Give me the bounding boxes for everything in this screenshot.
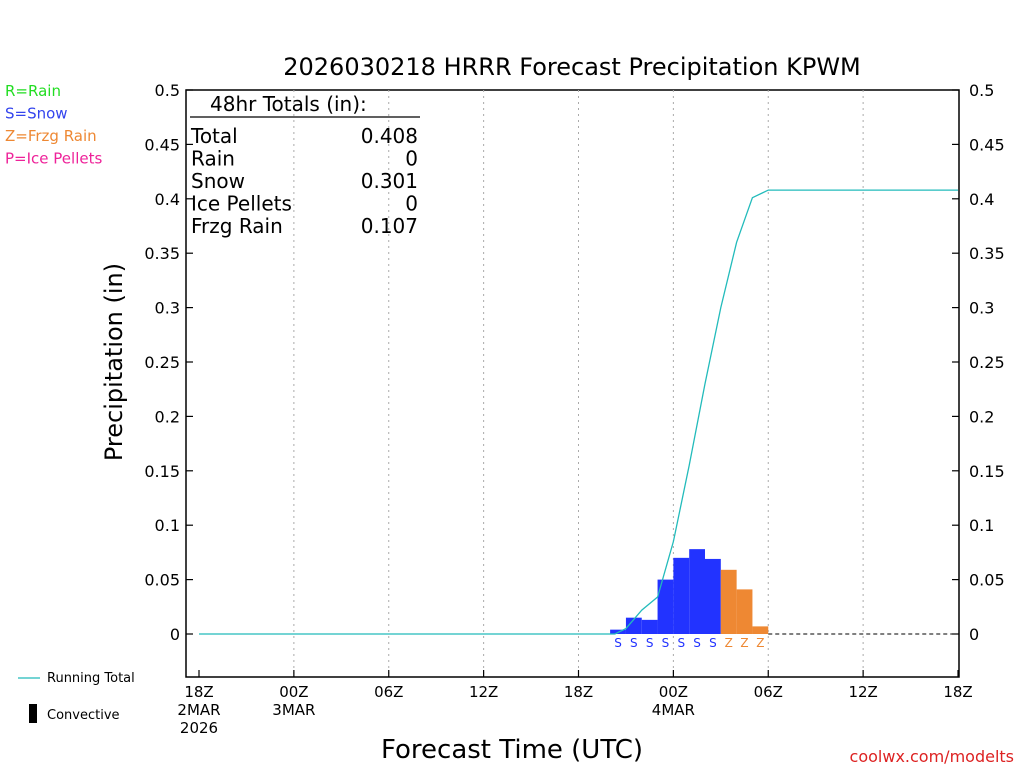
type-legend-item: S=Snow: [5, 105, 68, 123]
y-tick-label-right: 0.5: [969, 81, 994, 100]
precip-bars: [610, 549, 769, 634]
x-tick-label: 06Z: [754, 683, 783, 701]
y-tick-label: 0.15: [144, 462, 180, 481]
precip-bar: [720, 569, 737, 634]
totals-row-label: Total: [190, 124, 238, 148]
y-tick-label: 0.05: [144, 571, 180, 590]
type-legend-item: Z=Frzg Rain: [5, 127, 97, 145]
precip-bar: [705, 558, 721, 634]
precip-type-letter: S: [614, 636, 622, 650]
running-total-legend-label: Running Total: [47, 671, 135, 686]
type-legend-item: R=Rain: [5, 82, 61, 100]
x-tick-label: 2026: [180, 719, 218, 737]
totals-row-label: Frzg Rain: [191, 214, 283, 238]
totals-row-value: 0: [405, 147, 418, 171]
totals-box: 48hr Totals (in): Total 0.408 Rain 0 Snow 0.3…: [190, 92, 420, 238]
precip-type-letter: S: [646, 636, 654, 650]
convective-swatch: [29, 704, 37, 723]
y-tick-label: 0.1: [155, 516, 180, 535]
precip-type-letter: S: [630, 636, 638, 650]
totals-row-value: 0: [405, 192, 418, 216]
precip-bar: [673, 557, 690, 634]
y-tick-label: 0.45: [144, 135, 180, 154]
y-tick-label-right: 0.1: [969, 516, 994, 535]
precip-bar: [689, 549, 705, 634]
convective-legend-label: Convective: [47, 708, 120, 723]
y-tick-label-right: 0.15: [969, 462, 1005, 481]
precip-bar: [625, 617, 642, 634]
y-tick-label: 0: [170, 625, 180, 644]
chart-title: 2026030218 HRRR Forecast Precipitation K…: [283, 53, 861, 81]
y-tick-label-right: 0.05: [969, 571, 1005, 590]
y-tick-label-right: 0.4: [969, 190, 994, 209]
x-tick-label: 00Z: [659, 683, 688, 701]
precip-type-letter: S: [662, 636, 670, 650]
totals-row-value: 0.301: [361, 169, 418, 193]
y-tick-label-right: 0.3: [969, 299, 994, 318]
x-tick-label: 00Z: [279, 683, 308, 701]
y-tick-label: 0.3: [155, 299, 180, 318]
y-tick-label: 0.5: [155, 81, 180, 100]
y-axis-left: 0 0.05 0.1 0.15 0.2 0.25 0.3 0.35 0.4 0.45 0.5: [144, 81, 193, 644]
x-tick-label: 18Z: [184, 683, 213, 701]
running-total-line: [199, 189, 958, 635]
x-tick-label: 12Z: [848, 683, 877, 701]
y-tick-label: 0.4: [155, 190, 180, 209]
precip-bar: [657, 579, 674, 634]
totals-row-label: Snow: [191, 169, 245, 193]
type-legend-item: P=Ice Pellets: [5, 150, 102, 168]
x-tick-label: 3MAR: [272, 701, 315, 719]
x-tick-label: 12Z: [469, 683, 498, 701]
totals-row-label: Ice Pellets: [191, 192, 292, 216]
y-tick-label-right: 0.35: [969, 244, 1005, 263]
precip-type-letter: S: [677, 636, 685, 650]
y-axis-right: 0 0.05 0.1 0.15 0.2 0.25 0.3 0.35 0.4 0.45 0.5: [952, 81, 1005, 644]
y-axis-label: Precipitation (in): [100, 263, 128, 461]
x-tick-label: 06Z: [374, 683, 403, 701]
plot-frame: [185, 89, 960, 678]
precip-bar: [736, 589, 753, 634]
totals-header: 48hr Totals (in):: [210, 92, 367, 116]
precip-type-letter: Z: [740, 636, 748, 650]
precip-type-legend: R=Rain S=Snow Z=Frzg Rain P=Ice Pellets: [5, 82, 102, 168]
vertical-grid: [293, 90, 864, 677]
y-tick-label: 0.35: [144, 244, 180, 263]
x-axis-label: Forecast Time (UTC): [381, 735, 643, 765]
totals-row-label: Rain: [191, 147, 235, 171]
y-tick-label-right: 0: [969, 625, 979, 644]
precip-bar: [752, 626, 769, 634]
precip-type-letter: Z: [756, 636, 764, 650]
y-tick-label: 0.2: [155, 407, 180, 426]
y-tick-label-right: 0.25: [969, 353, 1005, 372]
y-tick-label-right: 0.45: [969, 135, 1005, 154]
precip-type-letter: Z: [725, 636, 733, 650]
x-tick-label: 18Z: [564, 683, 593, 701]
x-tick-label: 4MAR: [652, 701, 695, 719]
precip-bar: [641, 619, 658, 634]
precip-type-letter: S: [709, 636, 717, 650]
x-tick-label: 2MAR: [177, 701, 220, 719]
y-tick-label-right: 0.2: [969, 407, 994, 426]
credit-text: coolwx.com/modelts: [850, 747, 1014, 766]
y-tick-label: 0.25: [144, 353, 180, 372]
totals-row-value: 0.408: [361, 124, 418, 148]
precip-type-letter: S: [693, 636, 701, 650]
totals-row-value: 0.107: [361, 214, 418, 238]
x-tick-label: 18Z: [943, 683, 972, 701]
